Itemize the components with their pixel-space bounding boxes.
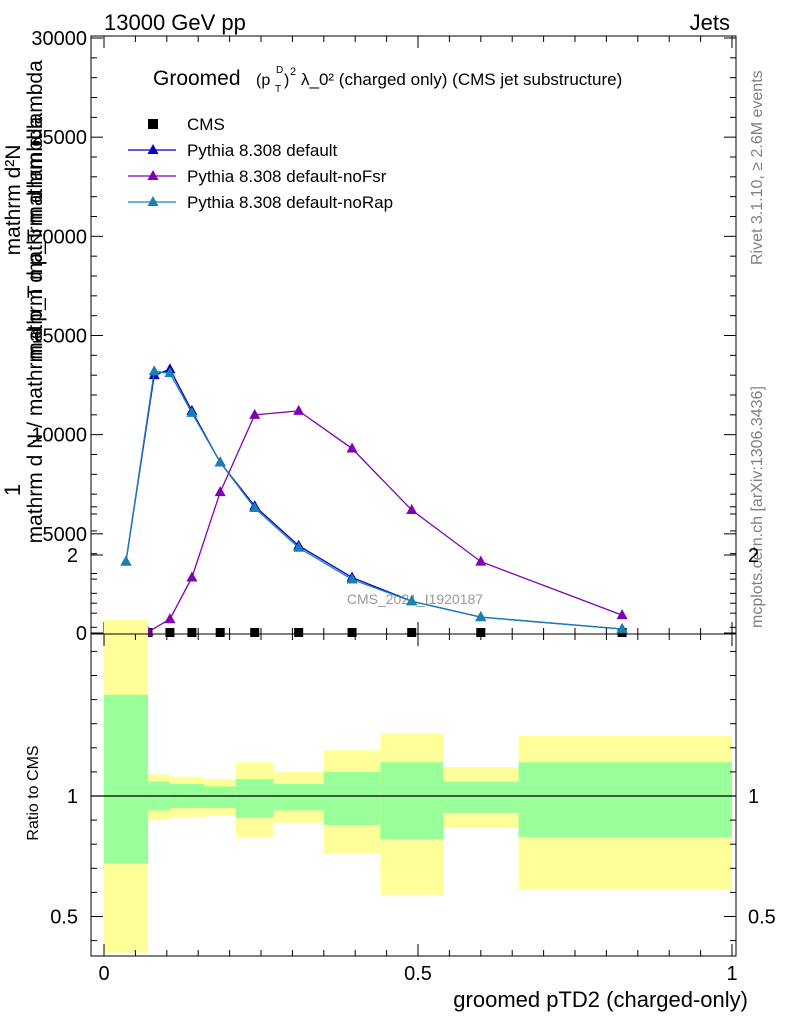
ratio-ylabel: Ratio to CMS <box>25 745 42 840</box>
ratio-band-inner <box>443 781 519 813</box>
series-point <box>148 365 160 376</box>
series-point <box>164 367 176 378</box>
series-point <box>406 595 418 606</box>
series-point <box>293 404 305 415</box>
ratio-xtick-label: 0.5 <box>404 963 432 985</box>
main-y-axis: 0 5000 10000 15000 20000 25000 30000 <box>31 28 736 645</box>
series-2 <box>120 404 628 637</box>
cms-point <box>165 628 175 637</box>
series-point <box>616 609 628 620</box>
ratio-band-inner <box>518 762 732 837</box>
ratio-band-inner <box>273 783 324 811</box>
series-point <box>616 623 628 634</box>
main-ytick-label: 15000 <box>31 326 87 348</box>
series-point <box>249 502 261 513</box>
ratio-bands <box>91 620 736 953</box>
header-right: Jets <box>690 10 730 35</box>
ylabel-part-3: mathrm d²N <box>2 145 25 256</box>
plot-title: Groomed (p D T ) 2 λ_0² (charged only) (… <box>153 65 622 95</box>
ratio-xtick-label: 1 <box>726 963 737 985</box>
legend-marker-triangle <box>147 196 159 206</box>
title-main: Groomed <box>153 67 241 90</box>
ylabel-part-4: mathrm d p_T mathrm d lambda <box>24 60 47 360</box>
ratio-ytick-label: 2 <box>67 545 78 567</box>
cms-point <box>250 628 260 637</box>
series-point <box>120 555 132 566</box>
legend-label: Pythia 8.308 default-noRap <box>187 193 393 212</box>
ratio-ytick-label-right: 0.5 <box>748 907 776 929</box>
series-point <box>475 555 487 566</box>
cms-point <box>476 628 486 637</box>
legend-label: Pythia 8.308 default <box>187 141 338 160</box>
series-point <box>186 406 198 417</box>
main-series <box>120 363 628 637</box>
ratio-axes: 0 0.5 1 0.5 0.5 1 1 2 2 <box>50 506 776 985</box>
legend-entry: Pythia 8.308 default <box>128 141 338 160</box>
series-point <box>249 408 261 419</box>
legend-label: Pythia 8.308 default-noFsr <box>187 167 387 186</box>
ratio-band-inner <box>235 779 274 818</box>
main-ytick-label: 0 <box>76 623 87 645</box>
ratio-xtick-label: 0 <box>98 963 109 985</box>
ylabel-part-1: 1 <box>0 484 25 496</box>
cms-point <box>347 628 357 637</box>
series-0 <box>121 628 627 637</box>
rivet-label: Rivet 3.1.10, ≥ 2.6M events <box>749 70 766 265</box>
main-ytick-label: 10000 <box>31 425 87 447</box>
ratio-ytick-label: 0.5 <box>50 907 78 929</box>
title-sq: 2 <box>290 66 296 78</box>
title-close: ) <box>284 72 289 89</box>
series-point <box>406 504 418 515</box>
ratio-band-inner <box>104 694 148 864</box>
title-rest: λ_0² (charged only) (CMS jet substructur… <box>301 70 622 89</box>
ratio-band-inner <box>380 762 444 840</box>
series-point <box>475 611 487 622</box>
watermark: CMS_2021_I1920187 <box>347 591 483 607</box>
ratio-band-inner <box>323 771 381 825</box>
ylabel-part-2: mathrm d N / mathrm d p_T mathrm d lambd… <box>24 116 47 543</box>
title-p: (p <box>256 72 270 89</box>
series-point <box>293 541 305 552</box>
legend-entry: Pythia 8.308 default-noFsr <box>128 167 387 186</box>
ratio-ytick-label-right: 1 <box>748 786 759 808</box>
legend-marker-triangle <box>147 144 159 154</box>
series-point <box>164 613 176 624</box>
legend-label: CMS <box>187 115 225 134</box>
header-left: 13000 GeV pp <box>104 10 246 35</box>
ratio-panel-frame <box>90 633 737 957</box>
main-ytick-label: 5000 <box>43 524 88 546</box>
legend: CMS Pythia 8.308 default Pythia 8.308 defa… <box>128 115 393 212</box>
main-ytick-label: 25000 <box>31 127 87 149</box>
main-ytick-label: 30000 <box>31 28 87 50</box>
series-point <box>346 573 358 584</box>
mcplots-label: mcplots.cern.ch [arXiv:1306.3436] <box>749 386 766 628</box>
main-ylabel: 1 mathrm d N / mathrm d p_T mathrm d lam… <box>0 60 47 543</box>
series-3 <box>120 365 628 634</box>
ratio-band-inner <box>204 786 236 809</box>
cms-point <box>187 628 197 637</box>
legend-marker-triangle <box>147 170 159 180</box>
cms-point <box>294 628 304 637</box>
cms-point <box>407 628 417 637</box>
main-ytick-label: 20000 <box>31 226 87 248</box>
series-point <box>346 442 358 453</box>
series-point <box>186 571 198 582</box>
title-T: T <box>275 84 281 95</box>
legend-entry: CMS <box>148 115 225 134</box>
series-point <box>214 486 226 497</box>
ratio-ytick-label: 1 <box>67 786 78 808</box>
cms-point <box>215 628 225 637</box>
legend-entry: Pythia 8.308 default-noRap <box>128 193 393 212</box>
ratio-ytick-label-right: 2 <box>748 545 759 567</box>
series-point <box>214 456 226 467</box>
x-axis-label: groomed pTD2 (charged-only) <box>453 987 748 1012</box>
title-D: D <box>276 65 283 76</box>
legend-marker-square <box>148 119 158 129</box>
